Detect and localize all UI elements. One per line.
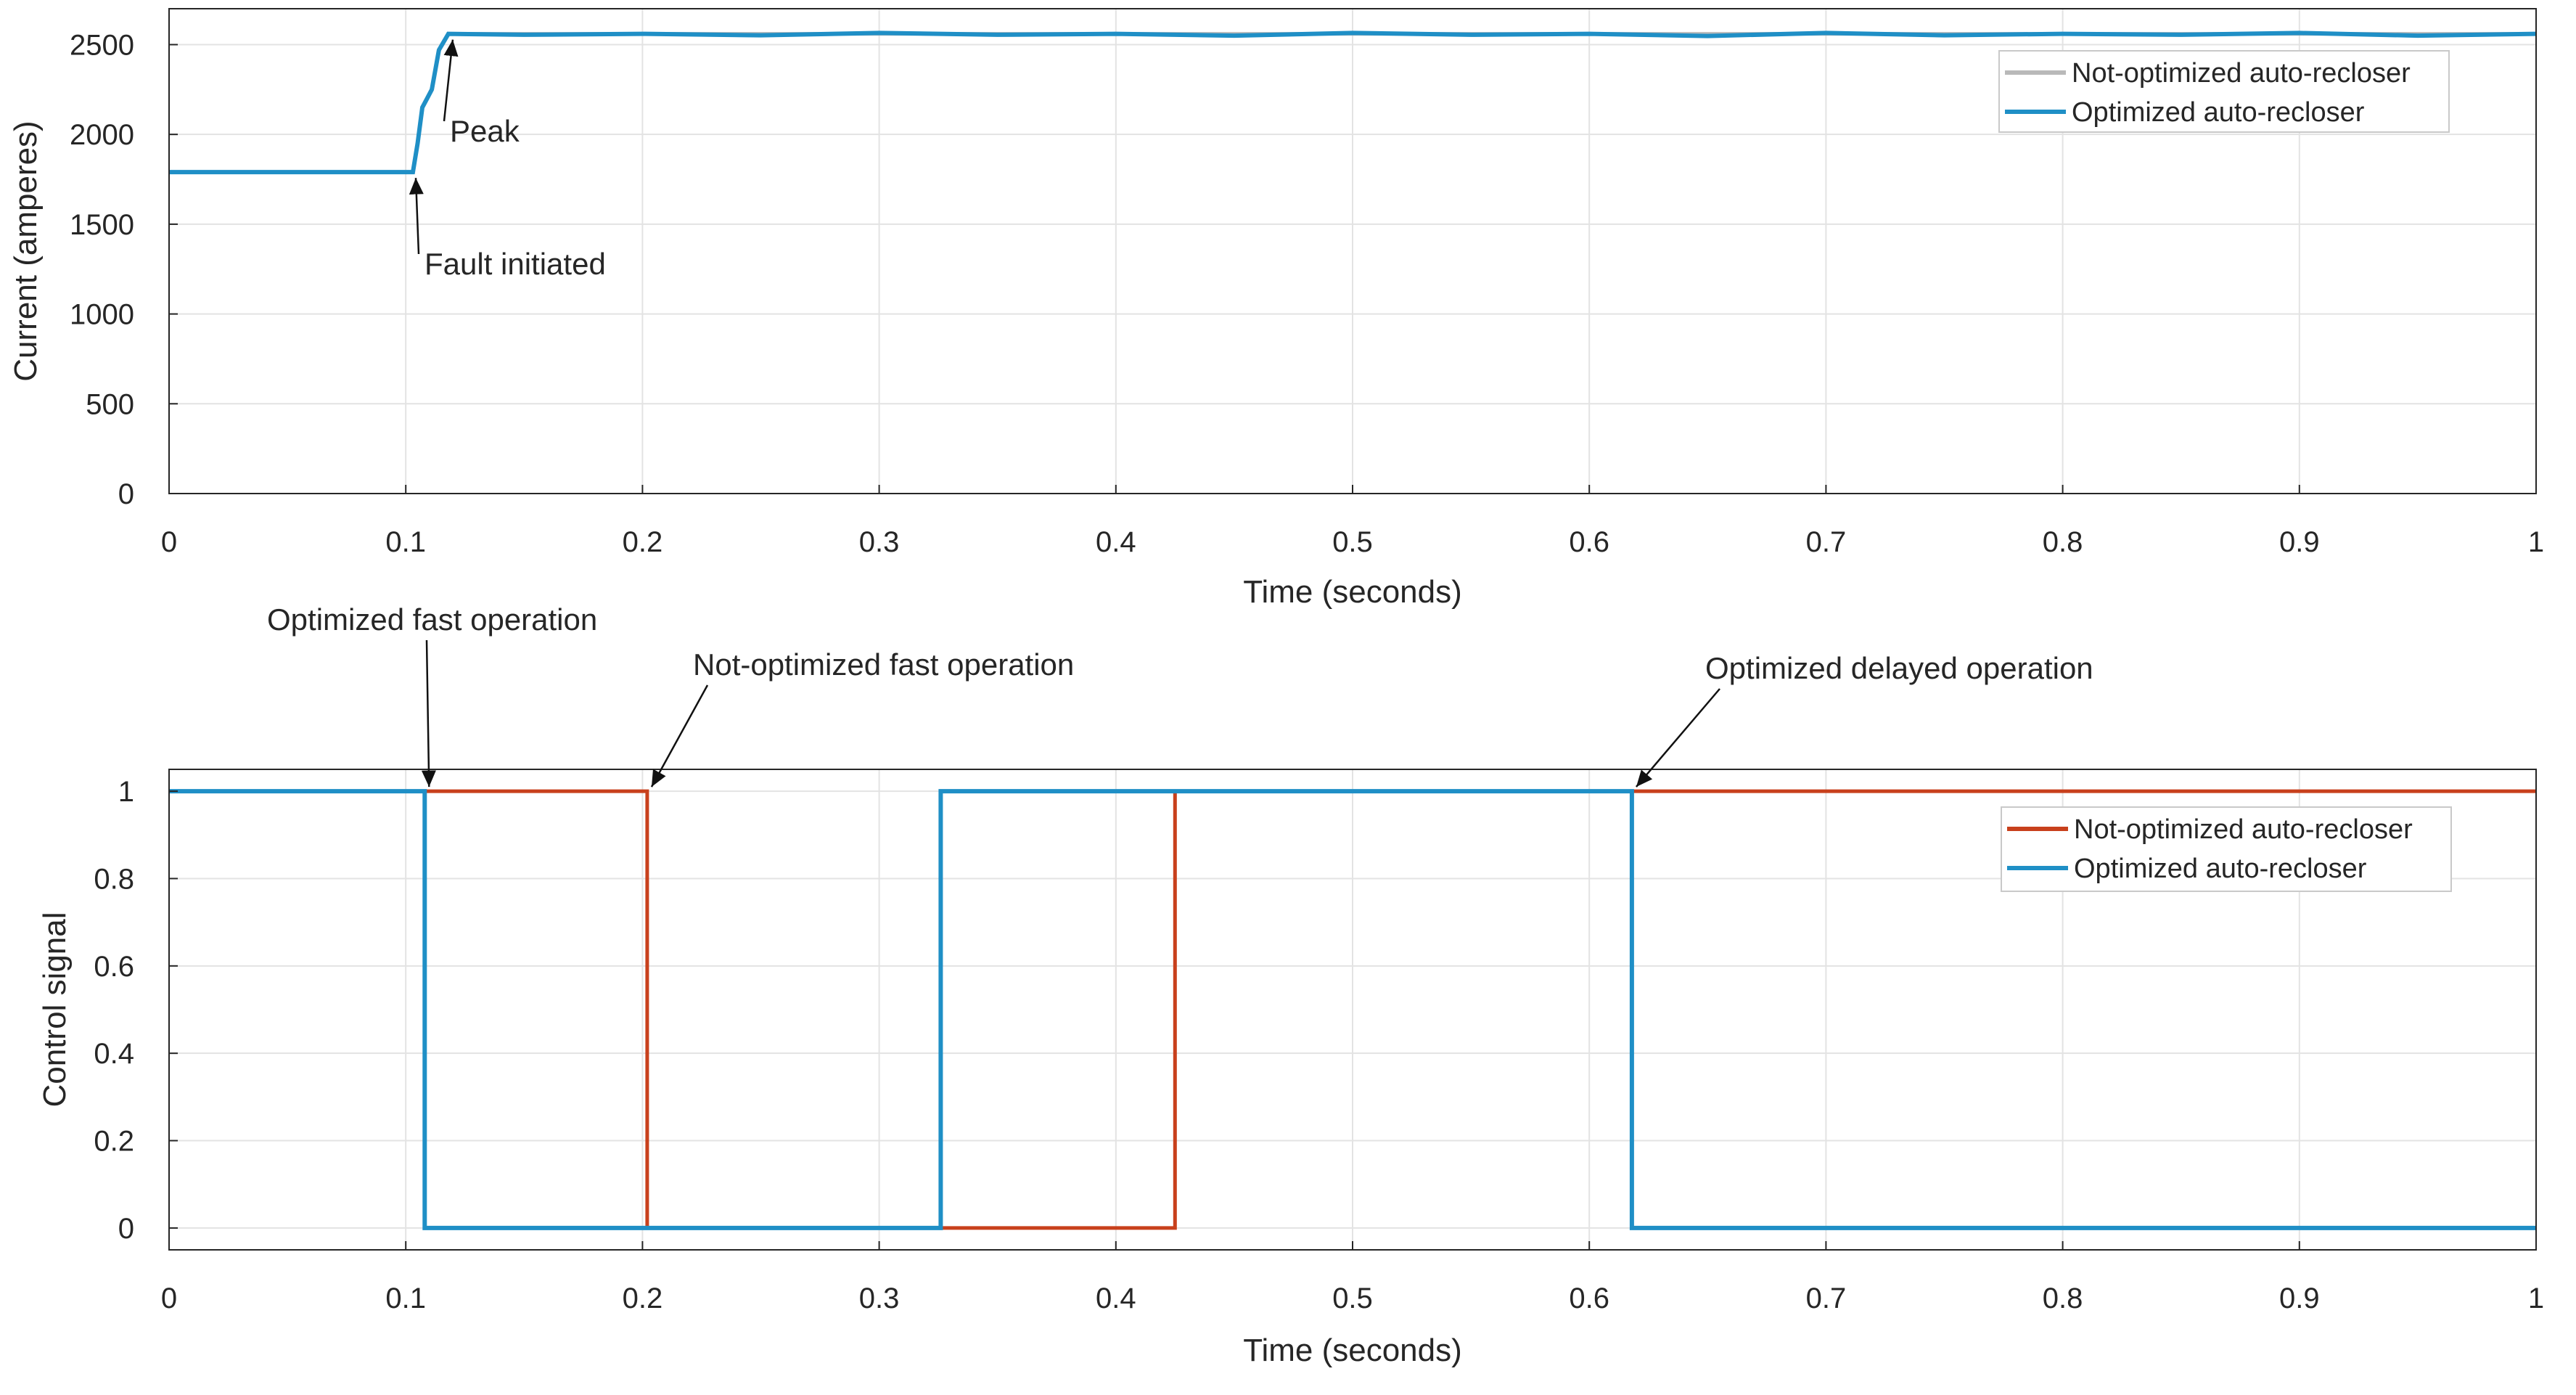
y-tick-label: 500	[86, 388, 134, 420]
x-tick-label: 0.1	[385, 526, 426, 558]
y-tick-label: 0	[118, 1213, 134, 1245]
x-tick-label: 0.3	[859, 526, 900, 558]
x-tick-label: 0	[161, 1282, 177, 1314]
x-tick-label: 0.7	[1806, 1282, 1847, 1314]
charts-root: 0 0.1 0.2 0.3 0.4 0.5 0.6 0.7 0.8 0.9 1 0 500 1000 150…	[8, 8, 2544, 1368]
y-tick-label: 2000	[70, 119, 134, 151]
y-tick-label: 2500	[70, 29, 134, 61]
x-tick-label: 0.8	[2043, 1282, 2083, 1314]
legend: Not-optimized auto-recloser Optimized aut…	[1998, 50, 2450, 133]
chart-2: 0 0.1 0.2 0.3 0.4 0.5 0.6 0.7 0.8 0.9 1 0 0.2 0.4 0.6 0…	[37, 602, 2544, 1368]
y-tick-label: 0.2	[94, 1126, 134, 1158]
y-axis-label: Current (amperes)	[8, 120, 44, 381]
x-tick-label: 0.9	[2279, 526, 2320, 558]
legend-label-1: Not-optimized auto-recloser	[2072, 58, 2411, 89]
legend-label-2: Optimized auto-recloser	[2074, 854, 2367, 884]
y-tick-label: 0.8	[94, 863, 134, 895]
series-line-2	[169, 30, 2537, 175]
legend-box	[1998, 50, 2450, 133]
annotation-label-2: Fault initiated	[424, 247, 606, 281]
annotation-label-1: Peak	[450, 114, 520, 148]
series-line-2	[169, 789, 2536, 1230]
chart-1: 0 0.1 0.2 0.3 0.4 0.5 0.6 0.7 0.8 0.9 1 0 500 1000 150…	[8, 8, 2544, 610]
annotation-arrow-3	[1635, 688, 1720, 788]
x-tick-label: 0.6	[1569, 526, 1609, 558]
annotation-arrow-2	[650, 684, 709, 788]
x-tick-label: 0.2	[623, 1282, 663, 1314]
annotation-label-1: Optimized fast operation	[267, 602, 597, 637]
x-tick-label: 0.2	[623, 526, 663, 558]
legend-label-1: Not-optimized auto-recloser	[2074, 814, 2413, 845]
x-tick-label: 0	[161, 526, 177, 558]
annotation-label-2: Not-optimized fast operation	[693, 647, 1074, 682]
annotation-arrow-1	[443, 39, 459, 122]
annotation-label-3: Optimized delayed operation	[1705, 651, 2093, 685]
x-tick-label: 0.5	[1332, 526, 1373, 558]
y-axis-label: Control signal	[37, 912, 73, 1107]
x-tick-label: 0.8	[2043, 526, 2083, 558]
x-tick-label: 0.4	[1096, 1282, 1136, 1314]
x-tick-label: 1	[2528, 1282, 2544, 1314]
y-tick-label: 0.4	[94, 1038, 134, 1070]
y-tick-label: 1500	[70, 209, 134, 241]
x-tick-label: 0.4	[1096, 526, 1136, 558]
legend-label-2: Optimized auto-recloser	[2072, 97, 2365, 128]
y-tick-label: 1000	[70, 299, 134, 331]
y-tick-label: 0	[118, 478, 134, 510]
legend-box	[2001, 806, 2452, 892]
y-tick-label: 1	[118, 776, 134, 808]
x-axis-label: Time (seconds)	[1243, 1333, 1462, 1368]
x-tick-label: 0.6	[1569, 1282, 1609, 1314]
x-tick-label: 0.1	[385, 1282, 426, 1314]
x-tick-label: 0.5	[1332, 1282, 1373, 1314]
x-axis-label: Time (seconds)	[1243, 574, 1462, 610]
x-tick-label: 0.3	[859, 1282, 900, 1314]
legend: Not-optimized auto-recloser Optimized aut…	[2001, 806, 2452, 892]
y-tick-label: 0.6	[94, 951, 134, 983]
annotation-arrow-2	[409, 178, 424, 255]
x-tick-label: 0.7	[1806, 526, 1847, 558]
annotation-arrow-1	[421, 639, 436, 788]
x-tick-label: 1	[2528, 526, 2544, 558]
x-tick-label: 0.9	[2279, 1282, 2320, 1314]
